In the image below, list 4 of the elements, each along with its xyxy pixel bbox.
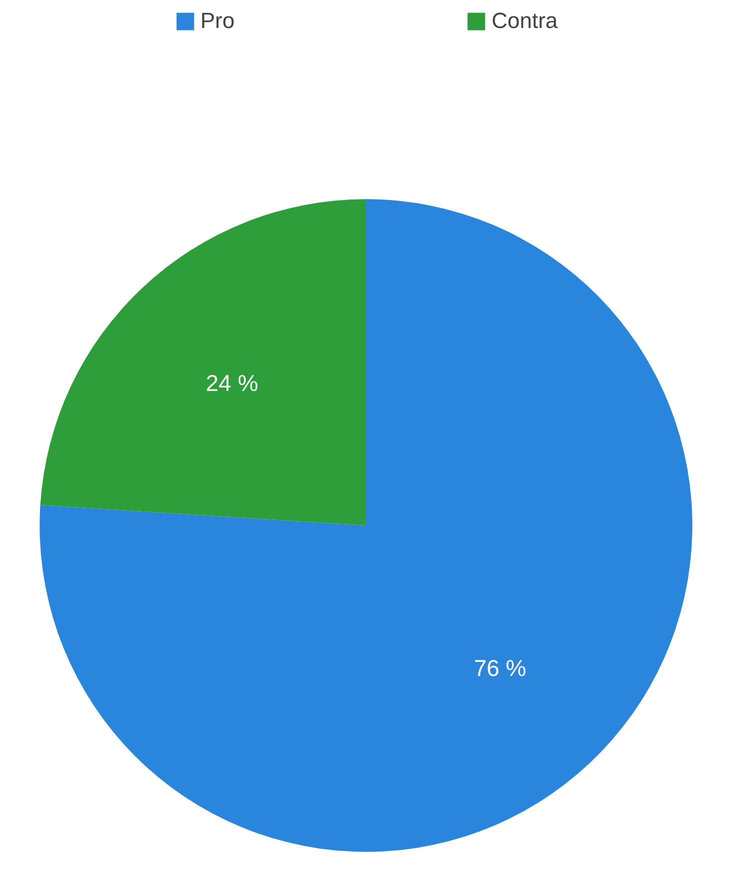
legend-label: Pro [200, 8, 235, 34]
data-label: 24 % [206, 370, 258, 396]
data-label: 76 % [474, 655, 526, 682]
legend-label: Contra [492, 8, 558, 34]
